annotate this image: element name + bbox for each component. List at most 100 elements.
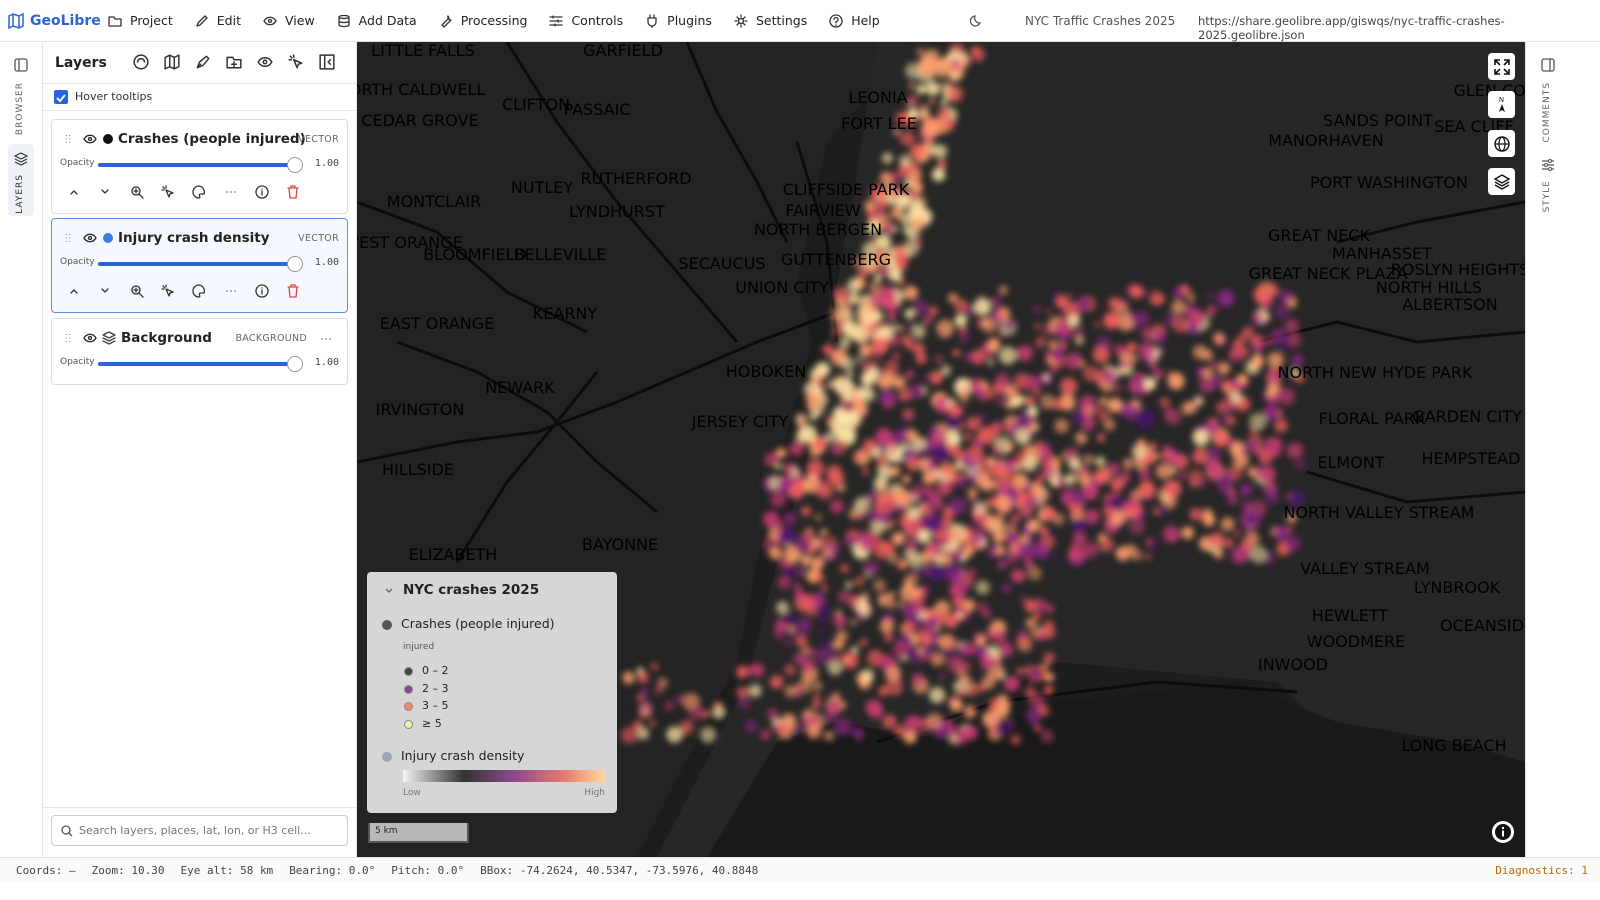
checkbox[interactable] xyxy=(54,90,68,104)
heat-blob xyxy=(1249,413,1267,431)
globe-button[interactable] xyxy=(1488,130,1515,157)
icon[interactable] xyxy=(257,54,273,70)
fullscreen-button[interactable] xyxy=(1488,53,1515,80)
icon[interactable] xyxy=(224,284,238,298)
icon[interactable] xyxy=(164,54,180,70)
heat-blob xyxy=(1050,366,1058,374)
icon[interactable] xyxy=(133,54,149,70)
layer-card[interactable]: Background BACKGROUND Opacity 1.00 xyxy=(51,318,348,385)
icon[interactable] xyxy=(192,185,206,199)
menu-item[interactable]: Processing xyxy=(439,13,527,28)
rail-tab[interactable]: BROWSER xyxy=(15,82,25,136)
place-label: NUTLEY xyxy=(511,178,573,197)
menu-item[interactable]: View xyxy=(263,13,315,28)
icon[interactable] xyxy=(195,54,211,70)
heat-blob xyxy=(1245,439,1260,454)
menu-label: Controls xyxy=(571,13,624,28)
heat-blob xyxy=(948,497,967,515)
basemap-button[interactable] xyxy=(1488,168,1515,195)
heat-blob xyxy=(894,725,906,737)
search-box[interactable]: Search layers, places, lat, lon, or H3 c… xyxy=(51,815,348,846)
heat-blob xyxy=(911,181,923,194)
menu-item[interactable]: Controls xyxy=(549,13,623,28)
heat-blob xyxy=(1215,401,1228,414)
heat-blob xyxy=(775,522,785,531)
heat-blob xyxy=(1016,411,1035,430)
heat-blob xyxy=(842,321,853,332)
brand[interactable]: GeoLibre xyxy=(0,12,108,29)
opacity-slider[interactable] xyxy=(98,356,303,372)
icon[interactable] xyxy=(192,284,206,298)
diagnostics[interactable]: Diagnostics: 1 xyxy=(1495,864,1588,877)
heat-blob xyxy=(1135,311,1150,326)
menu-item[interactable]: Plugins xyxy=(645,13,712,28)
icon[interactable] xyxy=(98,185,112,199)
heat-blob xyxy=(1206,305,1217,316)
icon[interactable] xyxy=(130,284,144,298)
icon[interactable] xyxy=(62,133,74,145)
heat-blob xyxy=(926,81,940,96)
icon[interactable] xyxy=(83,331,97,345)
menu-item[interactable]: Help xyxy=(829,13,880,28)
icon xyxy=(549,14,564,27)
theme-toggle[interactable] xyxy=(970,14,984,28)
icon[interactable] xyxy=(67,284,81,298)
heat-blob xyxy=(1249,545,1268,564)
heat-blob xyxy=(911,484,925,499)
icon[interactable] xyxy=(255,284,269,298)
heat-blob xyxy=(1065,352,1083,370)
slider-knob[interactable] xyxy=(287,356,303,372)
menu-item[interactable]: Add Data xyxy=(337,13,417,28)
opacity-slider[interactable] xyxy=(98,157,303,173)
heat-blob xyxy=(850,619,857,626)
slider-knob[interactable] xyxy=(287,256,303,272)
opacity-slider[interactable] xyxy=(98,256,303,272)
attribution-button[interactable] xyxy=(1492,821,1514,843)
slider-knob[interactable] xyxy=(287,157,303,173)
icon[interactable] xyxy=(161,185,175,199)
road xyxy=(1336,200,1525,244)
icon-path xyxy=(130,285,144,298)
icon[interactable] xyxy=(224,185,238,199)
layer-card[interactable]: Injury crash density VECTOR Opacity 1.00 xyxy=(51,218,348,313)
rail-tab[interactable]: COMMENTS xyxy=(1542,82,1552,143)
icon[interactable] xyxy=(319,54,335,70)
heat-blob xyxy=(760,729,771,740)
icon[interactable] xyxy=(286,284,300,298)
icon[interactable] xyxy=(62,232,74,244)
heat-blob xyxy=(806,459,825,478)
layer-card[interactable]: Crashes (people injured) VECTOR Opacity 1.0… xyxy=(51,119,348,214)
icon[interactable] xyxy=(83,231,97,245)
collapse-icon[interactable] xyxy=(384,586,394,596)
heat-blob xyxy=(928,98,936,105)
icon[interactable] xyxy=(286,185,300,199)
menu-item[interactable]: Settings xyxy=(734,13,807,28)
menu-item[interactable]: Project xyxy=(108,13,173,28)
heat-blob xyxy=(922,643,936,657)
rail-tab[interactable]: LAYERS xyxy=(15,174,25,214)
compass-button[interactable]: N xyxy=(1488,91,1515,118)
heat-blob xyxy=(858,604,872,618)
heat-blob xyxy=(1092,345,1110,363)
heat-blob xyxy=(1209,360,1218,369)
icon[interactable] xyxy=(83,132,97,146)
share-url[interactable]: https://share.geolibre.app/giswqs/nyc-tr… xyxy=(1198,14,1505,42)
class-label: 3 – 5 xyxy=(422,699,449,713)
heat-blob xyxy=(997,559,1008,569)
heat-blob xyxy=(985,456,996,467)
heat-blob xyxy=(1267,371,1281,385)
icon[interactable] xyxy=(62,332,74,344)
icon[interactable] xyxy=(255,185,269,199)
icon[interactable] xyxy=(98,284,112,298)
icon[interactable] xyxy=(161,284,175,298)
icon[interactable] xyxy=(130,185,144,199)
icon[interactable] xyxy=(319,332,333,346)
icon[interactable] xyxy=(226,54,242,70)
icon[interactable] xyxy=(67,185,81,199)
place-label: HOBOKEN xyxy=(726,362,806,381)
rail-tab[interactable]: STYLE xyxy=(1542,180,1552,213)
icon[interactable] xyxy=(288,54,304,70)
place-label: SECAUCUS xyxy=(678,254,765,273)
menu-item[interactable]: Edit xyxy=(195,13,241,28)
heat-blob xyxy=(912,342,925,355)
